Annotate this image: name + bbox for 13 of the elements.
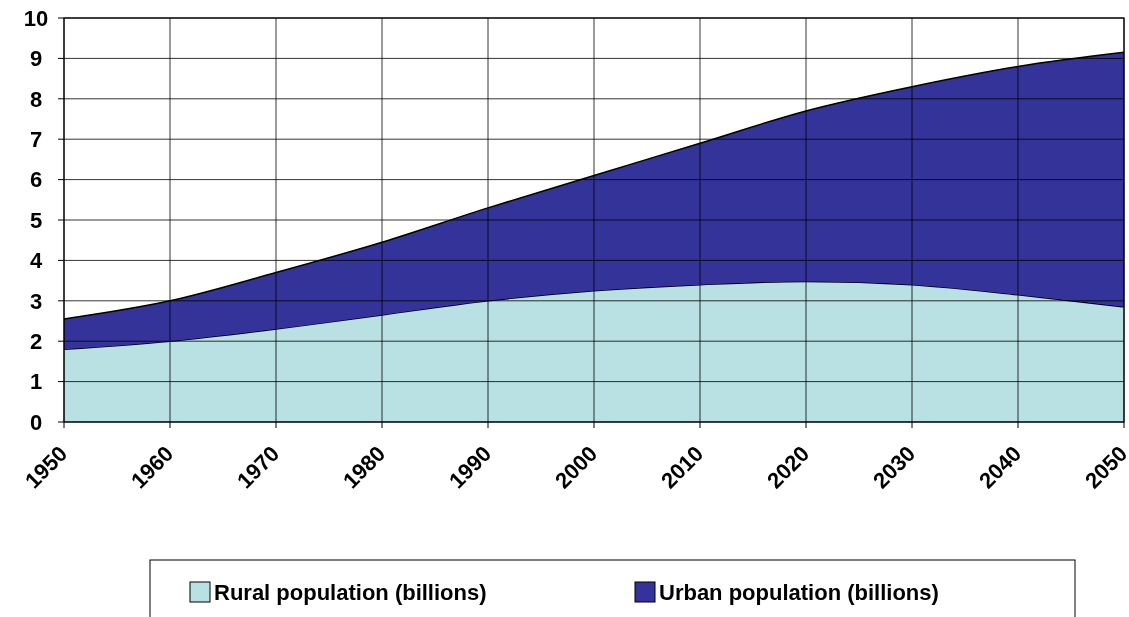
y-tick-label: 8 [29,86,43,112]
y-tick-label: 9 [29,46,43,72]
y-tick-label: 2 [29,328,43,354]
y-tick-label: 5 [29,207,43,233]
y-tick-label: 7 [29,126,43,152]
y-tick-label: 4 [29,248,43,274]
legend-label: Rural population (billions) [214,579,487,605]
y-tick-label: 6 [29,167,43,193]
y-tick-label: 0 [29,409,43,435]
y-tick-label: 1 [29,369,43,395]
y-tick-label: 10 [23,5,49,31]
legend-label: Urban population (billions) [659,579,939,605]
y-tick-label: 3 [29,288,43,314]
